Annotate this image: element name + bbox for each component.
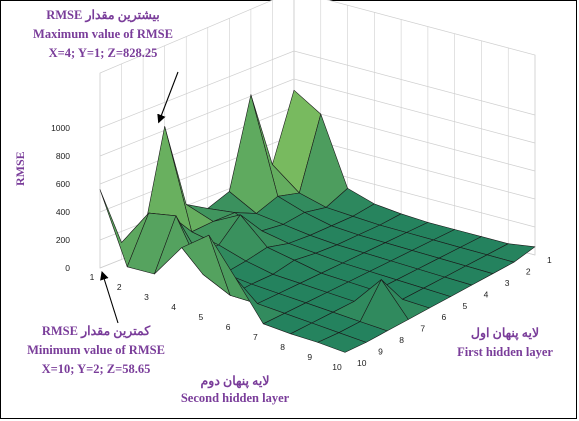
x-tick-label: 2	[117, 282, 122, 292]
min-annotation-en: Minimum value of RMSE	[27, 343, 165, 357]
z-tick-label: 400	[56, 207, 70, 217]
z-tick-label: 200	[56, 235, 70, 245]
surface-mesh	[99, 89, 536, 353]
x-axis-label: لایه پنهان دوم Second hidden layer	[170, 373, 300, 406]
y-tick-label: 10	[357, 358, 367, 368]
min-annotation-coords: X=10; Y=2; Z=58.65	[41, 362, 151, 376]
y-tick-label: 5	[463, 301, 468, 311]
y-tick-label: 2	[526, 266, 531, 276]
min-annotation: کمترین مقدار RMSE Minimum value of RMSE …	[6, 322, 186, 379]
y-axis-label: لایه پنهان اول First hidden layer	[450, 325, 560, 360]
y-tick-label: 4	[484, 289, 489, 299]
annotation-arrows	[100, 71, 179, 324]
y-tick-label: 7	[420, 324, 425, 334]
max-annotation-fa: بیشترین مقدار RMSE	[46, 8, 160, 22]
x-tick-label: 8	[280, 342, 285, 352]
x-tick-label: 9	[307, 352, 312, 362]
max-annotation-coords: X=4; Y=1; Z=828.25	[48, 46, 158, 60]
x-axis-label-en: Second hidden layer	[180, 391, 290, 405]
x-axis-label-fa: لایه پنهان دوم	[200, 374, 270, 388]
x-tick-label: 3	[144, 292, 149, 302]
x-tick-label: 10	[332, 362, 342, 372]
max-annotation: بیشترین مقدار RMSE Maximum value of RMSE…	[8, 6, 198, 63]
z-tick-label: 600	[56, 179, 70, 189]
z-tick-label: 0	[65, 263, 70, 273]
z-tick-label: 1000	[51, 123, 70, 133]
y-tick-label: 3	[505, 278, 510, 288]
x-tick-label: 5	[199, 312, 204, 322]
min-annotation-fa: کمترین مقدار RMSE	[41, 324, 151, 338]
min-arrow	[100, 270, 119, 324]
x-tick-label: 6	[226, 322, 231, 332]
x-tick-label: 4	[171, 302, 176, 312]
x-tick-label: 7	[253, 332, 258, 342]
z-axis-label: RMSE	[13, 151, 27, 186]
y-tick-label: 8	[399, 335, 404, 345]
surface-patch	[317, 332, 367, 353]
y-axis-label-en: First hidden layer	[457, 345, 553, 359]
y-tick-label: 9	[378, 347, 383, 357]
x-tick-label: 1	[90, 272, 95, 282]
y-tick-label: 6	[441, 312, 446, 322]
y-axis-label-fa: لایه پنهان اول	[470, 326, 540, 340]
axis-ticks: 0 200 400 600 800 1000 1 2 3 4 5 6 7 8 9 10 1 2 3 4 5 6 7 8 9 10	[51, 123, 552, 372]
max-arrow	[157, 71, 179, 124]
y-tick-label: 1	[547, 255, 552, 265]
max-annotation-en: Maximum value of RMSE	[33, 27, 173, 41]
z-tick-label: 800	[56, 151, 70, 161]
